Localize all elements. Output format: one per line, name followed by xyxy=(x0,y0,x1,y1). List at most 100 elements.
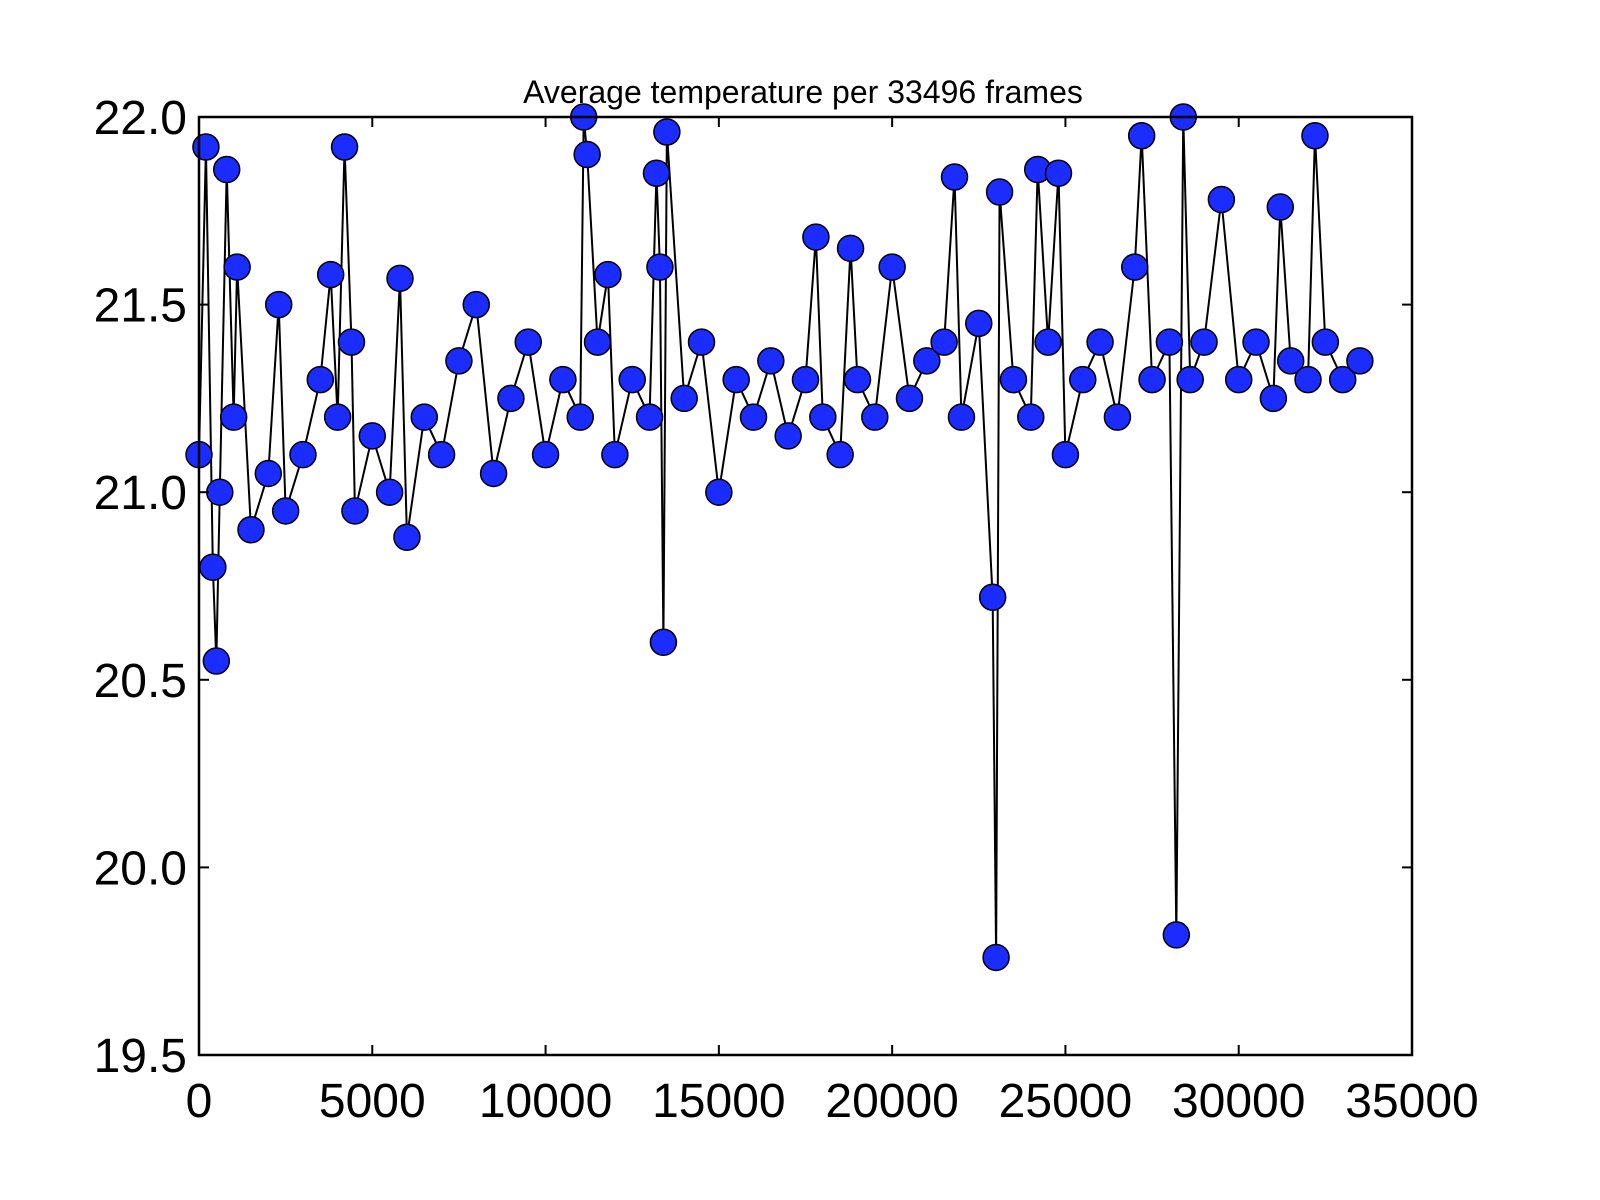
data-point xyxy=(427,440,456,469)
data-point xyxy=(982,943,1010,972)
data-point xyxy=(341,497,369,525)
data-point xyxy=(618,365,646,394)
data-point xyxy=(479,459,508,488)
data-point xyxy=(642,159,671,188)
data-point xyxy=(999,365,1028,394)
data-point xyxy=(646,253,674,281)
data-point xyxy=(836,234,865,263)
data-point xyxy=(212,155,241,184)
data-point xyxy=(573,140,601,169)
data-point xyxy=(202,647,231,675)
data-point xyxy=(1120,253,1149,281)
data-point xyxy=(206,478,234,506)
data-point xyxy=(1138,365,1166,394)
data-point xyxy=(809,403,837,431)
data-point xyxy=(497,384,525,413)
data-point xyxy=(219,403,248,431)
data-point xyxy=(635,403,664,431)
data-point xyxy=(289,440,317,469)
data-point xyxy=(601,440,629,469)
data-point xyxy=(1276,347,1305,375)
data-point xyxy=(722,365,750,394)
data-point xyxy=(757,347,785,375)
data-point xyxy=(965,309,993,338)
x-tick-label: 20000 xyxy=(825,1075,958,1128)
data-point xyxy=(978,583,1007,612)
data-point xyxy=(878,253,906,281)
data-point xyxy=(826,440,854,469)
data-point xyxy=(445,347,473,375)
data-point xyxy=(861,403,889,431)
x-tick-label: 5000 xyxy=(319,1075,426,1128)
y-tick-label: 21.0 xyxy=(94,467,187,520)
data-point xyxy=(594,260,622,289)
data-point xyxy=(1294,365,1322,394)
data-point xyxy=(739,403,768,431)
data-point xyxy=(1034,328,1062,356)
data-point xyxy=(223,253,251,281)
data-point xyxy=(1044,159,1073,188)
data-point xyxy=(1069,365,1097,394)
data-point xyxy=(705,478,733,506)
x-tick-label: 30000 xyxy=(1172,1075,1305,1128)
data-point xyxy=(1259,384,1288,413)
y-tick-label: 20.0 xyxy=(94,842,187,895)
x-tick-label: 35000 xyxy=(1345,1075,1478,1128)
data-point xyxy=(393,523,421,551)
data-point xyxy=(1311,328,1340,356)
x-tick-label: 25000 xyxy=(999,1075,1132,1128)
data-point xyxy=(1190,328,1218,356)
data-point xyxy=(774,422,802,450)
data-point xyxy=(306,365,335,394)
data-point xyxy=(913,347,941,375)
data-point xyxy=(358,422,387,450)
data-point xyxy=(514,328,542,356)
data-point xyxy=(566,403,594,431)
data-point xyxy=(1017,403,1045,431)
data-point xyxy=(687,328,716,356)
data-point xyxy=(1346,347,1374,375)
x-tick-label: 15000 xyxy=(652,1075,785,1128)
y-tick-label: 22.0 xyxy=(94,92,187,145)
data-point xyxy=(895,384,924,413)
axis-layer: 0 5000 10000 15000 20000 25000 30000 35000 19.5 2… xyxy=(94,92,1479,1128)
data-point xyxy=(462,290,491,319)
data-point xyxy=(549,365,577,394)
data-point xyxy=(1301,122,1329,150)
data-point xyxy=(192,133,220,161)
data-point xyxy=(264,290,293,319)
data-point xyxy=(386,264,414,293)
data-point xyxy=(1155,328,1184,356)
data-point xyxy=(1103,403,1132,431)
data-point xyxy=(1051,440,1080,469)
plot-frame xyxy=(197,115,1414,1057)
data-point xyxy=(1266,193,1295,221)
data-point xyxy=(947,403,976,431)
data-point xyxy=(1176,365,1204,394)
y-tick-label: 21.5 xyxy=(94,280,187,333)
data-point xyxy=(1242,328,1270,356)
data-point xyxy=(1207,185,1236,214)
data-point xyxy=(1328,365,1357,394)
data-point xyxy=(843,365,872,394)
data-point xyxy=(199,553,227,581)
y-tick-label: 20.5 xyxy=(94,655,187,708)
data-point xyxy=(1162,921,1191,949)
data-point xyxy=(323,403,352,431)
x-tick-label: 0 xyxy=(186,1075,213,1128)
data-point xyxy=(940,163,969,191)
data-point xyxy=(649,628,678,657)
y-tick-label: 19.5 xyxy=(94,1030,187,1083)
data-point xyxy=(583,328,612,356)
data-point xyxy=(1127,122,1156,150)
data-point xyxy=(1224,365,1253,394)
data-point xyxy=(375,478,404,506)
data-point xyxy=(1086,328,1114,356)
x-tick-label: 10000 xyxy=(479,1075,612,1128)
series-line xyxy=(198,116,1361,958)
data-point xyxy=(271,497,300,525)
data-point xyxy=(237,515,265,544)
data-point xyxy=(531,440,560,469)
series-layer xyxy=(185,103,1374,972)
